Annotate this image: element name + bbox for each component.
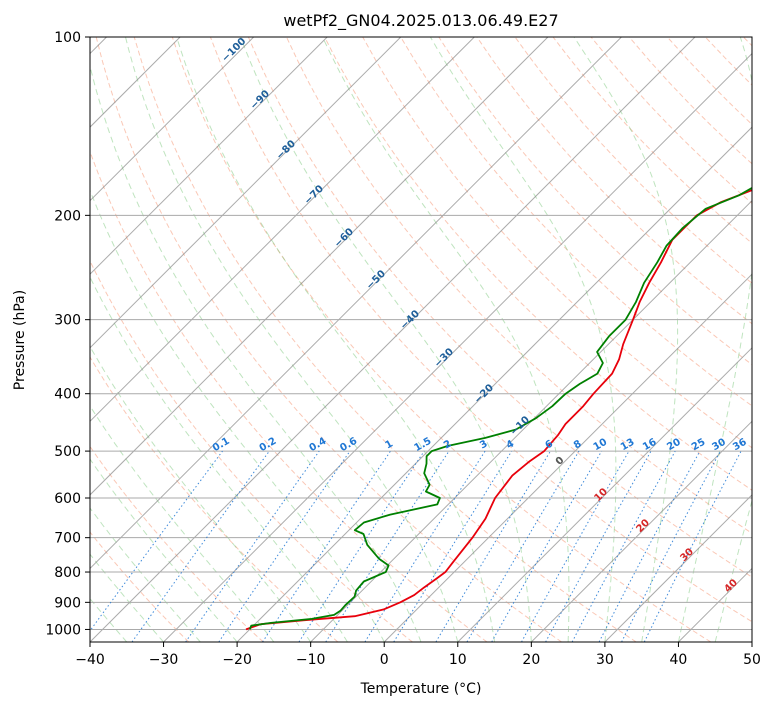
mixing-ratio-lines: [90, 450, 742, 642]
y-tick-label: 400: [54, 387, 81, 403]
chart-title: wetPf2_GN04.2025.013.06.49.E27: [283, 11, 558, 31]
mixing-ratio-line: [393, 450, 513, 642]
mixing-ratio-line: [643, 450, 742, 642]
isotherm: [90, 37, 255, 202]
y-tick-label: 600: [54, 491, 81, 507]
mixing-ratio-line: [325, 450, 450, 642]
moist-adiabat: [125, 37, 459, 642]
mixing-ratio-line: [131, 450, 270, 642]
moist-adiabat: [677, 37, 752, 642]
mixing-ratio-line: [545, 450, 652, 642]
dewpoint-line: [248, 186, 752, 630]
isotherm: [163, 52, 752, 642]
plot-background: [90, 37, 752, 642]
isotherm: [457, 347, 752, 642]
moist-adiabat: [240, 37, 532, 642]
mixing-ratio-line: [185, 450, 320, 642]
moist-adiabats: [90, 37, 752, 642]
dry-adiabat: [90, 356, 339, 642]
x-tick-label: 50: [743, 652, 761, 668]
mixing-ratio-label: 2: [442, 438, 454, 451]
mixing-ratio-label: 3: [478, 438, 490, 451]
isotherm: [751, 641, 752, 642]
x-tick-label: −30: [149, 652, 179, 668]
dry-adiabat: [209, 37, 752, 623]
isotherm: [90, 37, 696, 642]
sounding-series: [245, 186, 752, 631]
x-axis: −40 −30 −20 −10 0 10 20 30 40 50: [75, 642, 761, 668]
dry-adiabat: [90, 445, 264, 642]
dry-adiabat: [247, 37, 752, 578]
y-tick-label: 900: [54, 595, 81, 611]
dry-adiabat: [324, 37, 752, 491]
isotherm: [90, 37, 622, 570]
y-tick-label: 700: [54, 531, 81, 547]
x-tick-label: −40: [75, 652, 105, 668]
mixing-ratio-label: 6: [543, 438, 555, 451]
moist-adiabat: [90, 507, 201, 642]
mixing-ratio-label: 4: [505, 438, 517, 451]
y-tick-label: 1000: [45, 622, 81, 638]
isotherm: [530, 420, 752, 642]
y-tick-label: 100: [54, 30, 81, 46]
x-tick-label: 40: [670, 652, 688, 668]
isotherm: [383, 273, 752, 642]
isotherm: [90, 37, 402, 349]
moist-adiabat: [751, 640, 752, 642]
dry-adiabat: [133, 37, 637, 642]
isotherm: [90, 37, 328, 275]
y-tick-label: 300: [54, 313, 81, 329]
y-tick-label: 500: [54, 444, 81, 460]
y-tick-label: 200: [54, 208, 81, 224]
isotherm: [310, 199, 752, 642]
mixing-ratio-line: [262, 450, 391, 642]
dry-adiabat: [90, 150, 488, 642]
x-tick-label: 0: [380, 652, 389, 668]
x-tick-label: −20: [222, 652, 252, 668]
x-tick-label: 20: [522, 652, 540, 668]
moist-adiabat: [573, 37, 679, 642]
x-tick-label: 30: [596, 652, 614, 668]
moist-adiabat: [714, 498, 752, 642]
pressure-gridlines: [90, 37, 752, 630]
temperature-line: [245, 189, 752, 631]
isotherm: [604, 494, 752, 642]
dry-adiabat: [95, 37, 562, 642]
moist-adiabat: [90, 458, 238, 642]
isotherm: [90, 37, 549, 496]
y-axis: 100 200 300 400 500 600 700 800 900 1000: [45, 30, 90, 638]
mixing-ratio-label: 1: [384, 438, 396, 451]
moist-adiabat: [176, 37, 496, 642]
dry-adiabat: [90, 531, 190, 642]
x-tick-label: −10: [296, 652, 326, 668]
mixing-ratio-line: [218, 450, 351, 642]
moist-adiabat: [429, 37, 617, 642]
isotherm: [90, 37, 475, 423]
isotherms: [90, 37, 752, 642]
mixing-ratio-line: [571, 450, 676, 642]
dry-adiabat: [171, 37, 712, 642]
dry-adiabat: [400, 37, 752, 407]
plot-frame: [89, 36, 753, 643]
isotherm: [236, 126, 752, 642]
mixing-ratio-line: [90, 450, 223, 632]
dry-adiabat: [514, 37, 752, 284]
y-tick-label: 800: [54, 565, 81, 581]
mixing-ratio-line: [521, 450, 630, 642]
x-axis-label: Temperature (°C): [360, 681, 482, 697]
mixing-ratio-label: 8: [572, 438, 584, 451]
moist-adiabat: [322, 37, 570, 642]
x-tick-label: 10: [449, 652, 467, 668]
y-axis-label: Pressure (hPa): [12, 290, 28, 390]
